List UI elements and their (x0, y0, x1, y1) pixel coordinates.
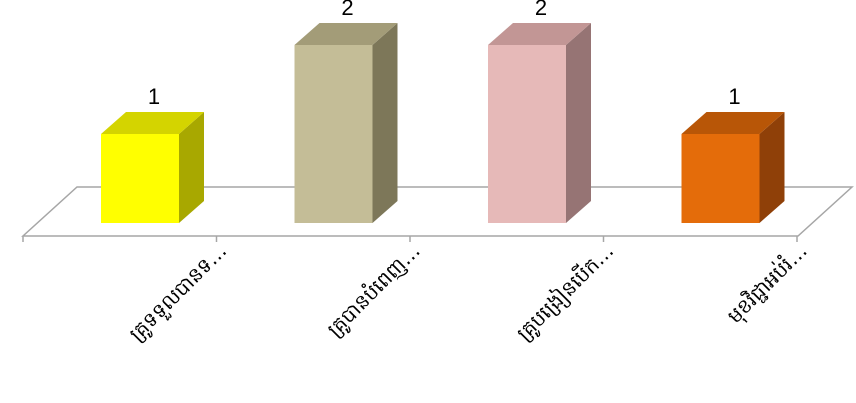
bar-side-face (759, 112, 785, 223)
bar-3 (488, 23, 591, 223)
floor-plane (21, 186, 854, 237)
category-axis-labels: គ្រូទទួលបានទ… គ្រូបានបំពេញ… គ្រូបង្រៀនបើក…… (124, 238, 813, 347)
category-label: គ្រូទទួលបានទ… (124, 239, 233, 348)
bar-top-face (488, 23, 591, 45)
category-label: មុខវិជ្ជាអប់រំ… (722, 238, 814, 330)
data-label: 2 (341, 0, 353, 20)
chart-floor (21, 186, 854, 242)
bar-front-face (681, 134, 760, 223)
bar-1 (101, 112, 204, 223)
category-label: គ្រូបង្រៀនបើក… (511, 238, 620, 347)
bar-front-face (488, 45, 566, 223)
bar-4 (681, 112, 785, 223)
data-label: 1 (728, 84, 740, 109)
category-label: គ្រូបានបំពេញ… (321, 238, 426, 343)
data-label: 1 (148, 84, 160, 109)
data-label: 2 (535, 0, 547, 20)
bar-top-face (101, 112, 204, 134)
bar-top-face (681, 112, 785, 134)
bar-top-face (294, 23, 398, 45)
bar-series (101, 23, 785, 223)
bar-front-face (101, 134, 179, 223)
bar-side-face (179, 112, 204, 223)
bar-side-face (372, 23, 398, 223)
bar-side-face (566, 23, 591, 223)
data-labels: 1 2 2 1 (148, 0, 741, 109)
bar-front-face (294, 45, 373, 223)
bar-2 (294, 23, 398, 223)
